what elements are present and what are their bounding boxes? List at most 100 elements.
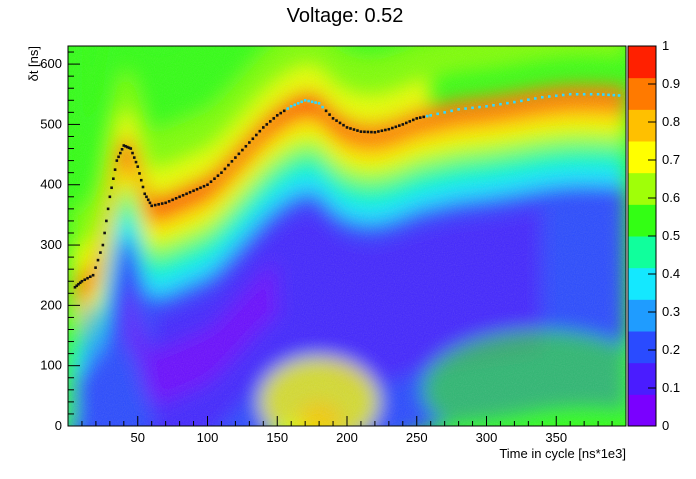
ridge-point xyxy=(213,177,216,180)
ridge-point xyxy=(83,278,87,282)
ridge-point xyxy=(602,93,605,96)
color-scale-segment xyxy=(628,331,656,364)
ridge-point xyxy=(248,141,251,144)
ridge-point xyxy=(124,144,127,148)
color-scale-segment xyxy=(628,204,656,237)
ridge-point xyxy=(223,167,227,171)
ridge-point xyxy=(401,123,405,126)
ridge-point xyxy=(617,94,621,97)
y-tick-label: 300 xyxy=(40,237,62,252)
z-tick-label: 0 xyxy=(662,418,669,433)
ridge-point xyxy=(415,117,419,120)
ridge-point xyxy=(141,185,145,189)
ridge-point xyxy=(99,251,102,254)
ridge-point xyxy=(171,198,174,202)
heatmap-area xyxy=(68,46,626,426)
ridge-point xyxy=(377,130,380,133)
ridge-point xyxy=(499,102,502,106)
ridge-point xyxy=(349,127,352,130)
z-tick-label: 0.9 xyxy=(662,76,680,91)
ridge-point xyxy=(110,186,113,190)
z-tick-label: 0.8 xyxy=(662,114,680,129)
ridge-point xyxy=(86,276,89,280)
ridge-point xyxy=(160,202,164,205)
color-scale-segment xyxy=(628,236,656,269)
ridge-point xyxy=(307,99,310,103)
ridge-point xyxy=(425,114,429,118)
ridge-point xyxy=(125,145,129,149)
ridge-point xyxy=(279,111,283,115)
ridge-point xyxy=(105,219,108,223)
ridge-point xyxy=(106,207,110,211)
ridge-point xyxy=(534,97,537,100)
ridge-point xyxy=(78,281,82,285)
ridge-point xyxy=(112,177,115,180)
y-tick-label: 200 xyxy=(40,297,62,312)
color-scale-segment xyxy=(628,46,656,79)
ridge-point xyxy=(127,146,131,150)
x-axis-label: Time in cycle [ns*1e3] xyxy=(499,446,626,461)
ridge-point xyxy=(167,200,171,203)
ridge-point xyxy=(527,98,530,101)
ridge-point xyxy=(607,93,610,97)
y-tick-label: 0 xyxy=(55,418,62,433)
ridge-point xyxy=(411,118,415,122)
ridge-point xyxy=(471,106,474,110)
ridge-point xyxy=(380,129,384,133)
ridge-point xyxy=(73,285,77,289)
y-tick-label: 100 xyxy=(40,358,62,373)
ridge-point xyxy=(103,231,106,235)
ridge-point xyxy=(131,151,134,155)
ridge-point xyxy=(612,93,616,97)
ridge-point xyxy=(363,130,366,134)
color-scale-segment xyxy=(628,394,656,427)
ridge-point xyxy=(164,201,167,205)
ridge-point xyxy=(209,180,213,184)
ridge-point xyxy=(324,109,328,113)
ridge-point xyxy=(457,108,460,111)
ridge-point xyxy=(138,172,141,175)
ridge-point xyxy=(230,160,234,163)
ridge-point xyxy=(352,128,356,131)
color-scale-segment xyxy=(628,141,656,174)
ridge-point xyxy=(492,103,495,107)
ridge-point xyxy=(404,121,408,125)
x-tick-label: 200 xyxy=(336,430,358,445)
ridge-point xyxy=(310,100,314,104)
ridge-point xyxy=(117,155,120,159)
ridge-point xyxy=(119,151,122,155)
ridge-point xyxy=(122,144,126,147)
ridge-point xyxy=(216,174,220,177)
ridge-point xyxy=(345,126,349,129)
ridge-point xyxy=(464,107,467,110)
ridge-point xyxy=(206,183,209,187)
y-tick-label: 600 xyxy=(40,56,62,71)
x-tick-label: 150 xyxy=(266,430,288,445)
x-tick-label: 250 xyxy=(406,430,428,445)
ridge-point xyxy=(188,190,192,194)
ridge-point xyxy=(153,203,157,207)
ridge-point xyxy=(286,107,290,110)
ridge-point xyxy=(582,92,586,96)
ridge-point xyxy=(293,103,296,107)
ridge-point xyxy=(181,193,185,197)
ridge-point xyxy=(328,113,331,116)
ridge-point xyxy=(547,95,551,98)
ridge-point xyxy=(143,192,147,196)
ridge-point xyxy=(220,171,223,174)
z-tick-label: 0.1 xyxy=(662,380,680,395)
ridge-point xyxy=(89,275,92,279)
z-tick-label: 1 xyxy=(662,38,669,53)
ridge-point xyxy=(300,100,303,104)
ridge-point xyxy=(258,129,262,133)
ridge-point xyxy=(408,120,412,123)
ridge-point xyxy=(296,102,300,105)
ridge-point xyxy=(199,186,202,190)
z-tick-label: 0.4 xyxy=(662,266,680,281)
ridge-point xyxy=(289,105,293,108)
y-axis-label: δt [ns] xyxy=(26,46,41,81)
ridge-point xyxy=(129,147,133,150)
ridge-point xyxy=(506,101,509,105)
ridge-point xyxy=(120,147,124,151)
